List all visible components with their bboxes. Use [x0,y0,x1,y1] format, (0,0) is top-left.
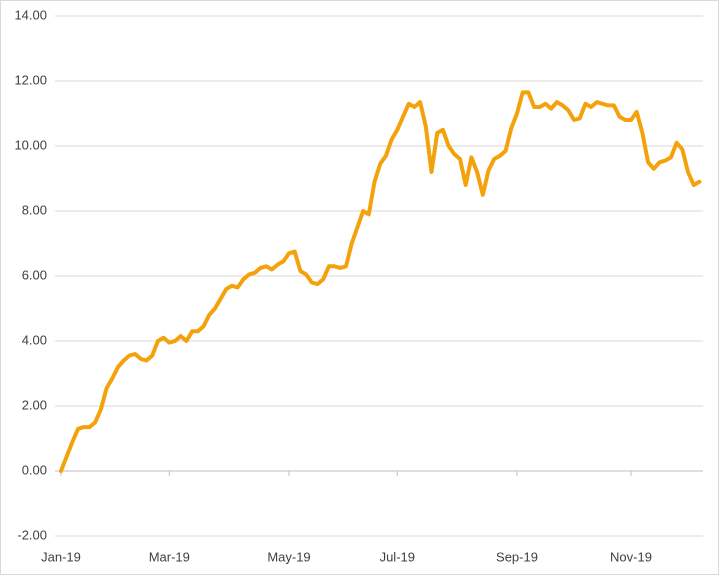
x-tick-label: Jul-19 [380,549,415,564]
x-tick-label: Mar-19 [149,549,190,564]
y-tick-label: 2.00 [22,397,47,412]
y-tick-label: 0.00 [22,462,47,477]
y-tick-label: 4.00 [22,332,47,347]
y-tick-label: 10.00 [14,137,47,152]
y-tick-label: 12.00 [14,72,47,87]
x-tick-label: Sep-19 [496,549,538,564]
y-tick-label: 14.00 [14,7,47,22]
y-tick-label: -2.00 [17,527,47,542]
data-line [59,90,702,473]
x-tick-label: Jan-19 [41,549,81,564]
y-tick-label: 6.00 [22,267,47,282]
y-tick-label: 8.00 [22,202,47,217]
x-tick-label: Nov-19 [610,549,652,564]
x-tick-label: May-19 [267,549,310,564]
